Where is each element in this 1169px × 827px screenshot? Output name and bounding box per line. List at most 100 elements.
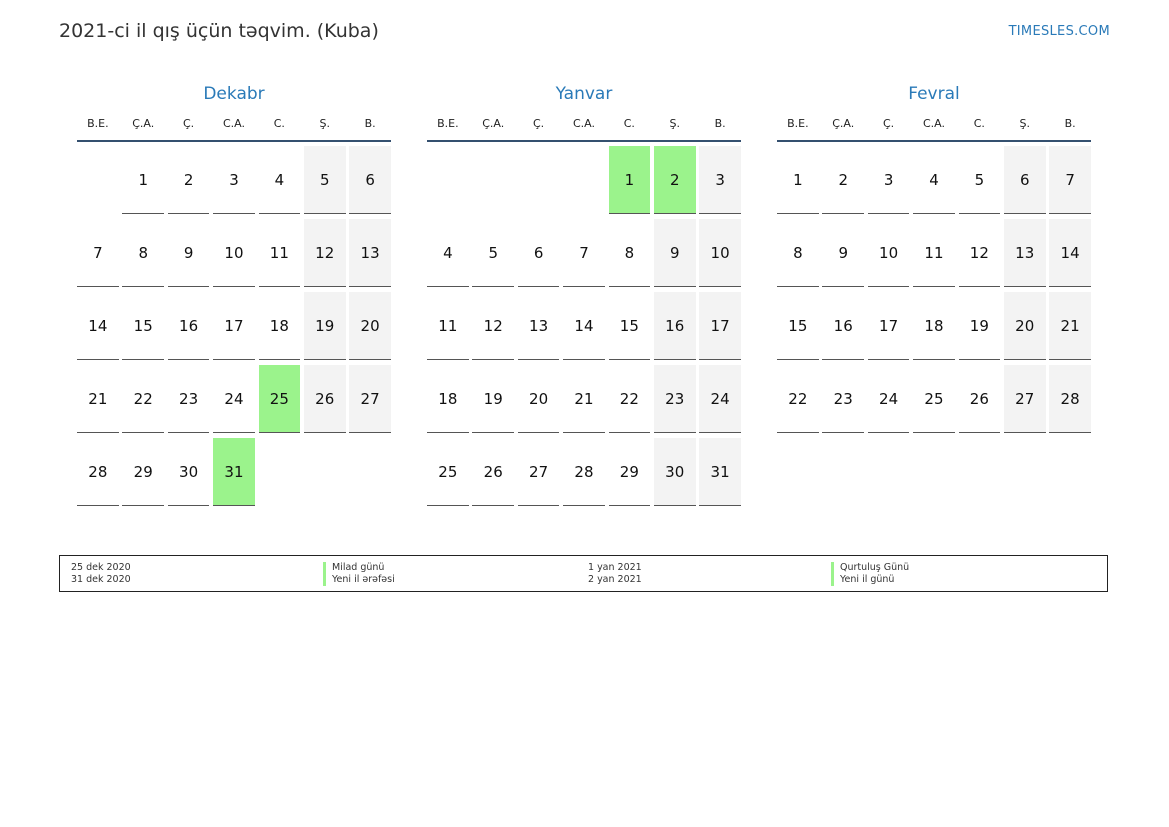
legend-holiday-name: Qurtuluş Günü [831, 562, 909, 574]
day-cell: 26 [958, 365, 1001, 433]
day-cell: 30 [167, 438, 210, 506]
weekday-label: C. [623, 117, 635, 130]
day-cell: 13 [1003, 219, 1046, 287]
site-link[interactable]: TIMESLES.COM [1008, 24, 1110, 39]
day-cell: 9 [653, 219, 696, 287]
day-cell: 6 [349, 146, 391, 214]
page-title: 2021-ci il qış üçün təqvim. (Kuba) [59, 20, 379, 42]
day-cell: 2 [167, 146, 210, 214]
day-cell: 18 [427, 365, 469, 433]
legend-holiday-name: Yeni il günü [831, 574, 894, 586]
legend-date: 1 yan 2021 [588, 562, 642, 573]
day-cell: 28 [563, 438, 605, 506]
day-cell: 15 [608, 292, 651, 360]
day-cell: 29 [122, 438, 165, 506]
weekday-label: Ş. [319, 117, 330, 130]
day-cell: 3 [699, 146, 741, 214]
weekday-label: B.E. [437, 117, 459, 130]
day-cell: 6 [517, 219, 560, 287]
legend-holiday-name: Milad günü [323, 562, 384, 574]
day-cell: 29 [608, 438, 651, 506]
day-cell: 20 [1003, 292, 1046, 360]
day-cell: 19 [303, 292, 346, 360]
day-cell: 25 [913, 365, 955, 433]
day-cell: 7 [563, 219, 605, 287]
day-cell: 3 [213, 146, 255, 214]
day-cell: 23 [167, 365, 210, 433]
holiday-day-cell: 25 [258, 365, 301, 433]
weekday-label: Ç. [533, 117, 545, 130]
weekday-label: Ş. [669, 117, 680, 130]
day-cell: 18 [913, 292, 955, 360]
day-cell: 4 [258, 146, 301, 214]
day-cell: 25 [427, 438, 469, 506]
day-cell: 21 [563, 365, 605, 433]
day-cell: 14 [77, 292, 119, 360]
legend-row: 25 dek 2020 Milad günü 1 yan 2021 Qurtul… [60, 562, 1107, 574]
day-cell: 7 [1049, 146, 1091, 214]
weekday-label: C. [273, 117, 285, 130]
day-cell: 5 [958, 146, 1001, 214]
weekday-label: Ç.A. [832, 117, 855, 130]
day-cell: 2 [822, 146, 865, 214]
month-name: Fevral [908, 84, 960, 104]
day-cell: 10 [213, 219, 255, 287]
legend-row: 31 dek 2020 Yeni il ərəfəsi 2 yan 2021 Y… [60, 574, 1107, 586]
weekday-label: B.E. [787, 117, 809, 130]
day-cell: 12 [303, 219, 346, 287]
day-cell: 18 [258, 292, 301, 360]
day-cell: 3 [867, 146, 910, 214]
day-grid: 1 2 3 4 5 6 7 8 9 10 11 12 13 14 15 16 17 18 19 20 21 22 23 24 2… [77, 146, 391, 506]
holiday-legend: 25 dek 2020 Milad günü 1 yan 2021 Qurtul… [59, 555, 1108, 592]
weekday-header: B.E. Ç.A. Ç. C.A. C. Ş. B. [427, 114, 741, 142]
day-cell: 13 [349, 219, 391, 287]
day-cell: 19 [472, 365, 515, 433]
month-name: Yanvar [555, 84, 613, 104]
day-cell: 13 [517, 292, 560, 360]
weekday-label: B. [1064, 117, 1076, 130]
legend-holiday-name: Yeni il ərəfəsi [323, 574, 395, 586]
month-name: Dekabr [203, 84, 265, 104]
legend-date: 25 dek 2020 [71, 562, 131, 573]
day-cell: 24 [867, 365, 910, 433]
day-cell: 22 [608, 365, 651, 433]
day-cell: 14 [563, 292, 605, 360]
weekday-label: Ç. [183, 117, 195, 130]
day-grid: 1 2 3 4 5 6 7 8 9 10 11 12 13 14 15 16 17 18 19 20 21 22 23 24 2… [777, 146, 1091, 433]
day-cell: 28 [77, 438, 119, 506]
legend-date: 2 yan 2021 [588, 574, 642, 585]
empty-cell [77, 146, 119, 214]
day-cell: 4 [427, 219, 469, 287]
holiday-day-cell: 1 [608, 146, 651, 214]
day-cell: 28 [1049, 365, 1091, 433]
day-cell: 30 [653, 438, 696, 506]
day-cell: 11 [913, 219, 955, 287]
day-cell: 10 [867, 219, 910, 287]
day-cell: 24 [699, 365, 741, 433]
empty-cell [427, 146, 469, 214]
day-cell: 4 [913, 146, 955, 214]
empty-cell [563, 146, 605, 214]
weekday-label: Ç.A. [132, 117, 155, 130]
day-cell: 27 [349, 365, 391, 433]
day-cell: 11 [427, 292, 469, 360]
weekday-label: B. [364, 117, 376, 130]
day-cell: 12 [958, 219, 1001, 287]
day-cell: 8 [608, 219, 651, 287]
weekday-label: Ç. [883, 117, 895, 130]
weekday-label: Ç.A. [482, 117, 505, 130]
legend-date: 31 dek 2020 [71, 574, 131, 585]
day-cell: 27 [517, 438, 560, 506]
day-cell: 26 [472, 438, 515, 506]
day-cell: 1 [122, 146, 165, 214]
day-cell: 19 [958, 292, 1001, 360]
weekday-label: C. [973, 117, 985, 130]
day-cell: 20 [349, 292, 391, 360]
empty-cell [518, 146, 560, 214]
day-cell: 9 [167, 219, 210, 287]
weekday-label: C.A. [922, 117, 945, 130]
